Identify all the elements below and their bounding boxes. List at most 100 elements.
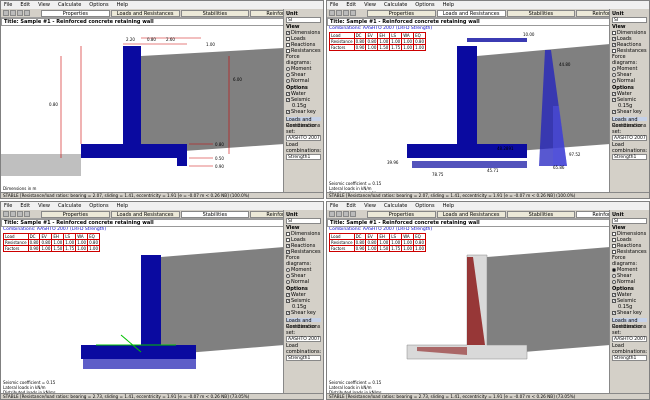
open-icon[interactable] [336, 10, 342, 16]
menu-calculate[interactable]: Calculate [57, 2, 82, 8]
menu-edit[interactable]: Edit [346, 203, 357, 209]
menu-view[interactable]: View [38, 203, 50, 209]
unit-select[interactable]: SI [286, 17, 321, 23]
menu-file[interactable]: File [4, 2, 13, 8]
open-icon[interactable] [10, 211, 16, 217]
title-field[interactable]: Title: Sample #1 - Reinforced concrete r… [327, 18, 610, 26]
menu-view[interactable]: View [364, 203, 376, 209]
menu-file[interactable]: File [330, 2, 339, 8]
unit-select[interactable]: SI [612, 218, 647, 224]
seismic-checkbox[interactable]: ✓ [612, 98, 616, 102]
save-icon[interactable] [17, 211, 23, 217]
tab-loads[interactable]: Loads and Resistances [110, 210, 180, 218]
shear-key-checkbox[interactable]: ✓ [286, 311, 290, 315]
combinations-set-select[interactable]: AASHTO 2007 [286, 135, 321, 141]
menu-calculate[interactable]: Calculate [57, 203, 82, 209]
water-checkbox[interactable]: ✓ [286, 293, 290, 297]
moment-radio[interactable] [286, 268, 290, 272]
menu-help[interactable]: Help [442, 2, 454, 8]
menu-view[interactable]: View [364, 2, 376, 8]
tab-loads[interactable]: Loads and Resistances [436, 9, 506, 17]
menu-help[interactable]: Help [116, 2, 128, 8]
shear-radio[interactable] [612, 73, 616, 77]
seismic-checkbox[interactable]: ✓ [286, 98, 290, 102]
load-combinations-select[interactable]: Strength1 [612, 355, 647, 361]
tab-loads[interactable]: Loads and Resistances [110, 9, 180, 17]
tab-properties[interactable]: Properties [367, 9, 436, 17]
drawing-canvas[interactable]: Combinations: AASHTO 2007 (LRFD Strength… [327, 227, 610, 397]
shear-key-checkbox[interactable]: ✓ [612, 311, 616, 315]
loads-checkbox[interactable]: ✓ [612, 37, 616, 41]
resistances-checkbox[interactable] [286, 49, 290, 53]
new-icon[interactable] [3, 211, 9, 217]
new-icon[interactable] [329, 211, 335, 217]
menu-options[interactable]: Options [89, 203, 109, 209]
loads-checkbox[interactable] [286, 37, 290, 41]
title-field[interactable]: Title: Sample #1 - Reinforced concrete r… [1, 18, 284, 26]
tab-properties[interactable]: Properties [41, 9, 110, 17]
loads-checkbox[interactable] [286, 238, 290, 242]
dimensions-checkbox[interactable]: ✓ [286, 31, 290, 35]
unit-select[interactable]: SI [286, 218, 321, 224]
dimensions-checkbox[interactable] [612, 232, 616, 236]
water-checkbox[interactable]: ✓ [612, 293, 616, 297]
menu-edit[interactable]: Edit [20, 203, 31, 209]
new-icon[interactable] [3, 10, 9, 16]
drawing-canvas[interactable]: 2.20 0.80 2.60 1.00 6.00 0.80 0.80 0.50 … [1, 26, 284, 196]
menu-edit[interactable]: Edit [20, 2, 31, 8]
shear-key-checkbox[interactable]: ✓ [286, 110, 290, 114]
menu-calculate[interactable]: Calculate [383, 2, 408, 8]
reactions-checkbox[interactable] [612, 244, 616, 248]
menu-file[interactable]: File [330, 203, 339, 209]
shear-radio[interactable] [286, 73, 290, 77]
shear-key-checkbox[interactable]: ✓ [612, 110, 616, 114]
resistances-checkbox[interactable] [612, 250, 616, 254]
reactions-checkbox[interactable]: ✓ [286, 244, 290, 248]
reactions-checkbox[interactable]: ✓ [612, 43, 616, 47]
menu-help[interactable]: Help [116, 203, 128, 209]
load-combinations-select[interactable]: Strength1 [612, 154, 647, 160]
moment-radio[interactable] [612, 268, 616, 272]
print-icon[interactable] [350, 10, 356, 16]
dimensions-checkbox[interactable] [612, 31, 616, 35]
resistances-checkbox[interactable]: ✓ [286, 250, 290, 254]
menu-file[interactable]: File [4, 203, 13, 209]
drawing-canvas[interactable]: Combinations: AASHTO 2007 (LRFD Strength… [1, 227, 284, 397]
tab-properties[interactable]: Properties [367, 210, 436, 218]
open-icon[interactable] [10, 10, 16, 16]
tab-stabilities[interactable]: Stabilities [180, 9, 250, 17]
shear-radio[interactable] [612, 274, 616, 278]
menu-help[interactable]: Help [442, 203, 454, 209]
menu-edit[interactable]: Edit [346, 2, 357, 8]
menu-options[interactable]: Options [415, 203, 435, 209]
menu-calculate[interactable]: Calculate [383, 203, 408, 209]
normal-radio[interactable] [286, 280, 290, 284]
tab-stabilities[interactable]: Stabilities [506, 210, 576, 218]
tab-properties[interactable]: Properties [41, 210, 110, 218]
print-icon[interactable] [350, 211, 356, 217]
save-icon[interactable] [343, 10, 349, 16]
menu-options[interactable]: Options [89, 2, 109, 8]
title-field[interactable]: Title: Sample #1 - Reinforced concrete r… [327, 219, 610, 227]
unit-select[interactable]: SI [612, 17, 647, 23]
print-icon[interactable] [24, 211, 30, 217]
normal-radio[interactable] [286, 79, 290, 83]
open-icon[interactable] [336, 211, 342, 217]
seismic-checkbox[interactable]: ✓ [612, 299, 616, 303]
reactions-checkbox[interactable] [286, 43, 290, 47]
dimensions-checkbox[interactable] [286, 232, 290, 236]
normal-radio[interactable] [612, 79, 616, 83]
save-icon[interactable] [17, 10, 23, 16]
water-checkbox[interactable]: ✓ [286, 92, 290, 96]
shear-radio[interactable] [286, 274, 290, 278]
print-icon[interactable] [24, 10, 30, 16]
combinations-set-select[interactable]: AASHTO 2007 [612, 336, 647, 342]
save-icon[interactable] [343, 211, 349, 217]
resistances-checkbox[interactable] [612, 49, 616, 53]
combinations-set-select[interactable]: AASHTO 2007 [612, 135, 647, 141]
moment-radio[interactable] [286, 67, 290, 71]
menu-options[interactable]: Options [415, 2, 435, 8]
drawing-canvas[interactable]: Combinations: AASHTO 2007 (LRFD Strength… [327, 26, 610, 196]
load-combinations-select[interactable]: Strength1 [286, 154, 321, 160]
new-icon[interactable] [329, 10, 335, 16]
